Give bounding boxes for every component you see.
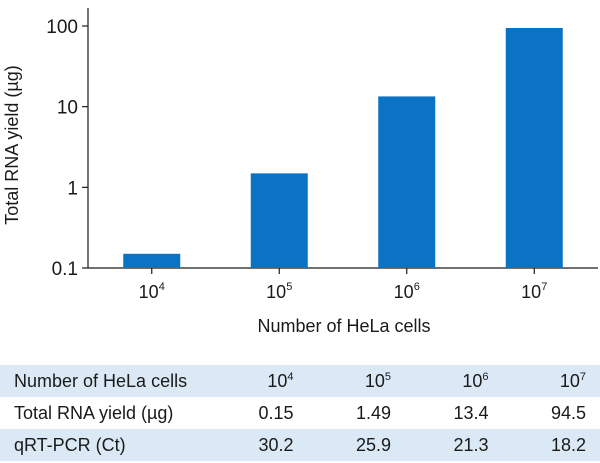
plot-area: 0.1 1 10 100 104 105 106 107: [46, 8, 598, 302]
table-cell: 18.2: [502, 429, 600, 461]
header-exponent: 6: [482, 370, 489, 383]
table-cell: 30.2: [210, 429, 308, 461]
table-cell: 21.3: [405, 429, 503, 461]
table-cell: 25.9: [307, 429, 405, 461]
header-cell-1: 104: [210, 365, 308, 397]
header-base: 10: [267, 370, 288, 391]
header-base: 10: [559, 370, 580, 391]
y-tick-label: 0.1: [52, 259, 78, 280]
bar: [123, 253, 181, 268]
table-row-rna-yield: Total RNA yield (µg) 0.15 1.49 13.4 94.5: [0, 397, 600, 429]
row-label: qRT-PCR (Ct): [0, 429, 210, 461]
table-cell: 0.15: [258, 402, 294, 423]
x-tick-label: 107: [521, 281, 547, 302]
y-axis-title: Total RNA yield (µg): [2, 65, 22, 224]
header-exponent: 5: [384, 370, 391, 383]
header-cell-4: 107: [502, 365, 600, 397]
y-tick-label: 100: [46, 17, 78, 38]
bar: [505, 27, 563, 268]
header-exponent: 4: [287, 370, 294, 383]
bar-chart: 0.1 1 10 100 104 105 106 107 Total RNA yield (µ…: [2, 8, 598, 336]
x-axis-title: Number of HeLa cells: [257, 316, 430, 336]
data-table: Number of HeLa cells 104 105 106 107 Tot…: [0, 365, 600, 461]
x-tick-label: 104: [139, 281, 165, 302]
header-exponent: 7: [579, 370, 586, 383]
table-row-qrt-pcr: qRT-PCR (Ct) 30.2 25.9 21.3 18.2: [0, 429, 600, 461]
bar: [378, 96, 436, 268]
header-cell-3: 106: [405, 365, 503, 397]
header-cell-2: 105: [307, 365, 405, 397]
row-label: Total RNA yield (µg): [14, 402, 174, 423]
table-cell: 94.5: [550, 402, 586, 423]
y-tick-label: 10: [57, 98, 78, 119]
y-tick-label: 1: [67, 178, 78, 199]
x-tick-label: 105: [266, 281, 292, 302]
header-base: 10: [364, 370, 385, 391]
table-header-row: Number of HeLa cells 104 105 106 107: [0, 365, 600, 397]
bar: [250, 173, 308, 268]
header-label: Number of HeLa cells: [0, 365, 210, 397]
x-tick-label: 106: [394, 281, 420, 302]
table-cell: 13.4: [453, 402, 489, 423]
header-base: 10: [462, 370, 483, 391]
table-cell: 1.49: [355, 402, 391, 423]
